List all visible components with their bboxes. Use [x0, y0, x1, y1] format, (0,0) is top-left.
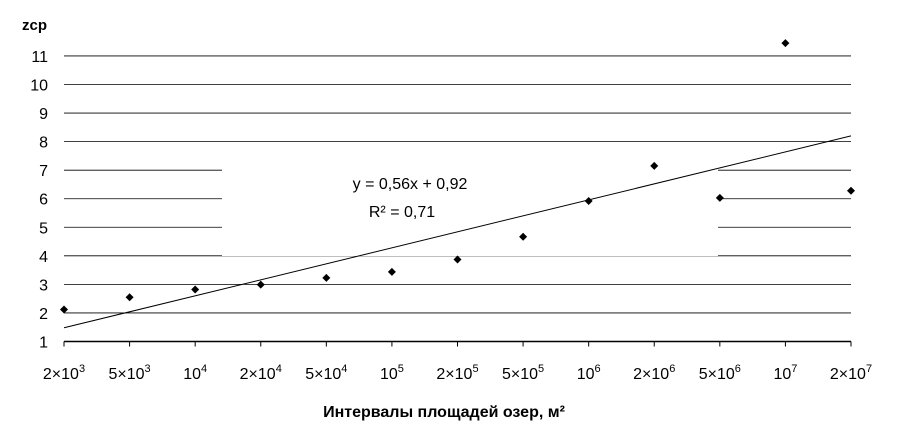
y-tick-label: 9 [39, 106, 48, 123]
x-tick-label: 5×106 [699, 363, 741, 383]
x-tick-label: 2×105 [436, 363, 478, 383]
data-point [715, 193, 724, 202]
data-point [256, 280, 265, 289]
data-point [781, 39, 790, 48]
data-point [650, 161, 659, 170]
data-point [453, 255, 462, 264]
data-point [191, 285, 200, 294]
x-tick-label: 2×106 [633, 363, 675, 383]
data-point [387, 267, 396, 276]
y-tick-label: 1 [39, 335, 48, 352]
data-points [60, 39, 855, 314]
data-point [584, 197, 593, 206]
y-tick-label: 10 [30, 78, 48, 95]
trendline-equation: y = 0,56x + 0,92 [353, 176, 468, 193]
x-tick-label: 2×107 [830, 363, 872, 383]
y-tick-label: 4 [39, 249, 48, 266]
x-tick-label: 107 [773, 363, 797, 383]
x-axis-ticks: 2×103 5×103 104 2×104 5×104 105 2×105 5×105 106 2… [43, 341, 872, 383]
x-tick-label: 105 [380, 363, 404, 383]
x-tick-label: 2×103 [43, 363, 85, 383]
trendline [63, 135, 852, 329]
trendline-r-squared: R² = 0,71 [369, 204, 435, 221]
data-point [60, 305, 68, 314]
y-axis-ticks: 1 2 3 4 5 6 7 8 9 10 11 [30, 49, 48, 352]
data-point [125, 293, 134, 302]
y-tick-label: 2 [39, 306, 48, 323]
y-tick-label: 6 [39, 192, 48, 209]
y-axis-title: zср [22, 17, 47, 34]
x-tick-label: 106 [577, 363, 601, 383]
y-tick-label: 11 [31, 49, 48, 66]
x-tick-label: 5×103 [108, 363, 150, 383]
x-tick-label: 104 [183, 363, 207, 383]
x-axis-title: Интервалы площадей озер, м² [323, 404, 565, 421]
x-tick-label: 5×105 [502, 363, 544, 383]
y-tick-label: 5 [39, 220, 48, 237]
data-point [322, 273, 331, 282]
y-tick-label: 3 [39, 277, 48, 294]
data-point [847, 186, 855, 195]
data-point [519, 232, 528, 241]
x-tick-label: 2×104 [240, 363, 282, 383]
y-tick-label: 8 [39, 135, 48, 152]
equation-background [222, 168, 718, 256]
x-tick-label: 5×104 [305, 363, 347, 383]
y-tick-label: 7 [39, 163, 48, 180]
